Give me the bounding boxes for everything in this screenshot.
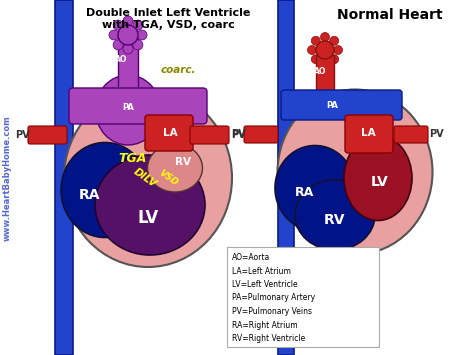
Ellipse shape (330, 36, 339, 45)
Bar (55, 0, 73, 355)
Ellipse shape (277, 89, 432, 255)
Text: PA: PA (122, 103, 134, 111)
Ellipse shape (320, 33, 329, 42)
Ellipse shape (113, 40, 123, 50)
Text: PV: PV (231, 129, 246, 139)
Ellipse shape (123, 16, 133, 26)
Text: coarc.: coarc. (160, 65, 196, 75)
Text: PA: PA (326, 102, 338, 110)
Text: PV: PV (428, 129, 443, 139)
Text: Normal Heart: Normal Heart (337, 8, 443, 22)
Text: LV: LV (137, 209, 159, 227)
Text: PV: PV (15, 130, 29, 140)
Text: PA=Pulmonary Artery: PA=Pulmonary Artery (232, 294, 315, 302)
Text: RA=Right Atrium: RA=Right Atrium (232, 321, 298, 329)
Text: RA: RA (79, 188, 101, 202)
Ellipse shape (311, 36, 320, 45)
Ellipse shape (137, 30, 147, 40)
Text: with TGA, VSD, coarc: with TGA, VSD, coarc (101, 20, 234, 30)
Text: LV=Left Ventricle: LV=Left Ventricle (232, 280, 298, 289)
FancyBboxPatch shape (227, 247, 379, 347)
Text: RA: RA (295, 186, 315, 200)
Text: RV=Right Ventricle: RV=Right Ventricle (232, 334, 305, 343)
Ellipse shape (334, 45, 343, 55)
Ellipse shape (95, 155, 205, 255)
Ellipse shape (133, 40, 143, 50)
Ellipse shape (123, 44, 133, 54)
Ellipse shape (330, 55, 339, 64)
Text: PV: PV (231, 130, 246, 140)
FancyBboxPatch shape (244, 126, 278, 143)
Text: Double Inlet Left Ventricle: Double Inlet Left Ventricle (86, 8, 250, 18)
FancyBboxPatch shape (145, 115, 193, 151)
Text: TGA: TGA (119, 152, 147, 164)
Ellipse shape (109, 30, 119, 40)
Text: AO=Aorta: AO=Aorta (232, 253, 270, 262)
Ellipse shape (133, 20, 143, 30)
Text: AO: AO (115, 55, 127, 65)
Ellipse shape (320, 59, 329, 67)
FancyBboxPatch shape (69, 88, 207, 124)
Text: AO: AO (314, 67, 326, 76)
Text: LV: LV (371, 175, 389, 189)
FancyBboxPatch shape (394, 126, 428, 143)
FancyBboxPatch shape (190, 126, 229, 144)
Ellipse shape (295, 180, 375, 250)
FancyBboxPatch shape (281, 90, 402, 120)
Text: RV: RV (175, 157, 191, 167)
Ellipse shape (275, 146, 355, 230)
Ellipse shape (64, 89, 232, 267)
Text: LA: LA (361, 128, 375, 138)
Ellipse shape (311, 55, 320, 64)
Text: DILV: DILV (132, 166, 158, 190)
Text: LA: LA (163, 128, 177, 138)
Ellipse shape (344, 136, 412, 220)
Bar (316, 55, 334, 110)
Ellipse shape (61, 142, 149, 237)
FancyBboxPatch shape (28, 126, 67, 144)
Bar (118, 32, 138, 102)
Text: www.HeartBabyHome.com: www.HeartBabyHome.com (2, 115, 11, 241)
Bar (278, 0, 294, 355)
Text: VSD: VSD (157, 168, 179, 188)
Text: PV=Pulmonary Veins: PV=Pulmonary Veins (232, 307, 312, 316)
Ellipse shape (95, 75, 161, 145)
Text: LA=Left Atrium: LA=Left Atrium (232, 267, 291, 275)
Ellipse shape (308, 45, 317, 55)
Ellipse shape (316, 41, 334, 59)
FancyBboxPatch shape (345, 115, 393, 153)
Text: RV: RV (324, 213, 346, 227)
Ellipse shape (118, 25, 138, 45)
Ellipse shape (147, 144, 202, 192)
Ellipse shape (113, 20, 123, 30)
